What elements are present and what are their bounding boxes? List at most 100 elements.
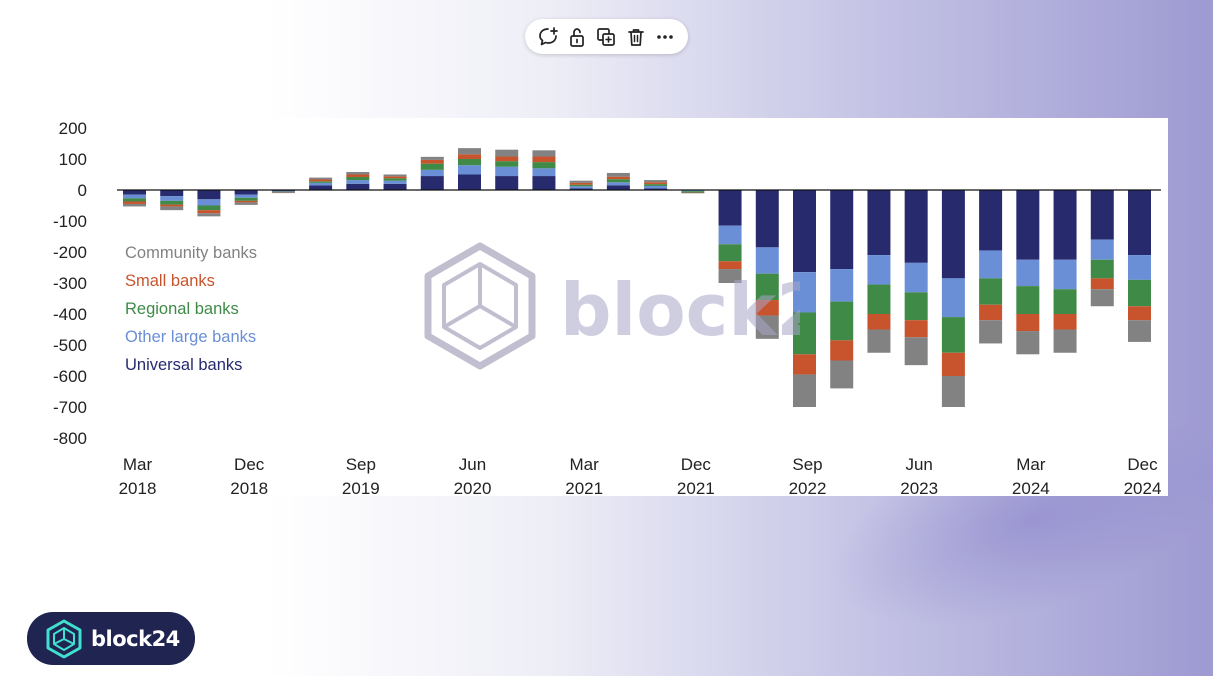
bar-segment [495,176,519,190]
legend-entry: Universal banks [125,356,242,374]
bar-segment [123,194,146,199]
bar-segment [1128,320,1151,342]
bar-segment [123,201,146,204]
x-tick-year: 2021 [677,479,715,498]
bar-segment [755,247,779,274]
bar-segment [346,176,370,181]
x-tick-month: Jun [459,455,486,474]
x-tick-year: 2018 [119,479,157,498]
bar-segment [234,197,258,201]
trash-icon[interactable] [624,25,648,49]
duplicate-icon[interactable] [594,25,618,49]
bar-segment [867,314,891,330]
bar-segment [309,182,333,186]
bar-segment [606,172,630,177]
bar-segment [867,284,891,314]
bar-segment [420,176,444,190]
bar-segment [383,183,407,190]
bar-segment [793,374,816,407]
bar-segment [606,176,630,180]
legend-entry: Community banks [125,244,257,262]
bar-segment [941,352,965,376]
bar-segment [1053,329,1077,353]
x-tick-month: Mar [1016,455,1046,474]
bar-segment [383,174,407,177]
x-tick-month: Sep [792,455,822,474]
bar-segment [979,278,1003,305]
bar-segment [941,190,965,279]
x-tick-year: 2021 [565,479,603,498]
x-tick-month: Mar [570,455,600,474]
bar-segment [1090,239,1114,260]
bar-segment [420,163,444,170]
bar-segment [271,191,295,193]
bar-segment [346,174,370,177]
x-tick-month: Dec [1127,455,1158,474]
bar-segment [793,272,816,313]
bar-segment [904,292,928,321]
bar-segment [271,191,295,193]
bar-segment [420,169,444,177]
bar-segment [830,340,854,361]
bar-segment [904,190,928,263]
y-tick-label: -300 [53,274,87,293]
bar-segment [458,165,481,175]
bar-segment [309,179,333,182]
bar-segment [979,250,1003,279]
bar-segment [1053,314,1077,330]
bar-segment [1090,190,1114,240]
bar-segment [941,376,965,407]
bar-segment [123,190,146,195]
bar-segment [383,178,407,181]
bar-segment [718,244,742,262]
bar-segment [941,317,965,353]
x-tick-month: Sep [346,455,376,474]
unlock-icon[interactable] [565,25,589,49]
bar-segment [1053,289,1077,314]
bar-segment [383,176,407,179]
comment-add-icon[interactable] [536,25,560,49]
bar-segment [271,192,295,194]
bar-segment [793,190,816,273]
block24-logo-icon [46,619,82,658]
bar-segment [979,190,1003,251]
bar-segment [755,273,779,301]
bar-segment [904,337,928,366]
x-tick-month: Mar [123,455,153,474]
bar-segment [532,156,556,163]
bar-segment [830,190,854,270]
bar-segment [606,179,630,183]
y-tick-label: 0 [78,181,87,200]
x-tick-year: 2022 [789,479,827,498]
bar-segment [644,184,668,186]
bar-segment [569,188,593,190]
bar-segment [830,360,854,389]
x-tick-month: Jun [905,455,932,474]
bar-segment [718,269,742,283]
bar-segment [1016,331,1040,355]
bar-segment [532,150,556,157]
x-tick-month: Dec [681,455,712,474]
bar-segment [309,181,333,183]
bar-segment [197,213,221,217]
bar-segment [904,320,928,338]
bar-segment [1016,314,1040,332]
y-tick-label: -500 [53,336,87,355]
bar-segment [346,172,370,175]
bar-segment [681,190,705,192]
legend-entry: Other large banks [125,328,256,346]
bar-segment [309,185,333,190]
x-tick-month: Dec [234,455,265,474]
bar-segment [644,180,668,183]
bar-segment [309,177,333,180]
more-icon[interactable] [653,25,677,49]
bar-segment [755,300,779,316]
bar-segment [979,304,1003,321]
y-tick-label: 200 [59,119,87,138]
bar-segment [197,205,221,211]
bar-segment [458,148,481,155]
y-tick-label: 100 [59,150,87,169]
bar-segment [458,174,481,190]
bar-segment [718,225,742,245]
bar-segment [234,194,258,198]
